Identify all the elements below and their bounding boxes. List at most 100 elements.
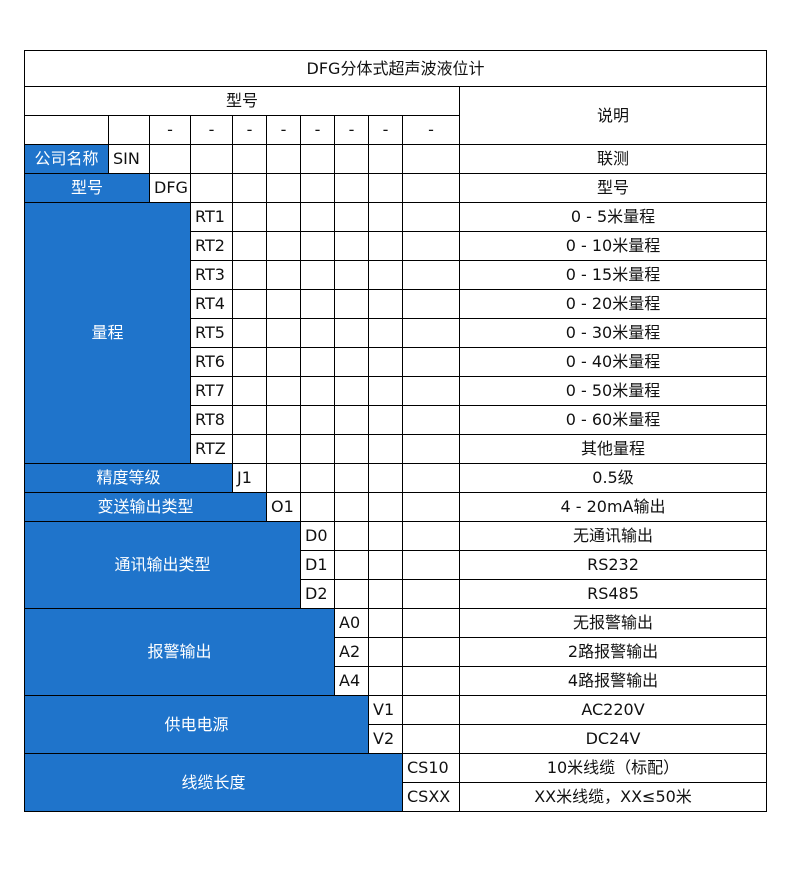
empty-cell [266,318,301,348]
empty-cell [368,579,403,609]
option-code: J1 [232,463,267,493]
option-description: XX米线缆，XX≤50米 [458,782,768,812]
empty-cell [368,260,403,290]
section-label: 通讯输出类型 [24,521,301,609]
option-row: 精度等级 J1 0.5级 [24,463,768,493]
empty-cell [402,405,460,435]
separator-dash: - [149,115,191,145]
separator-dash: - [232,115,267,145]
empty-cell [368,376,403,406]
option-code: RT2 [190,231,233,261]
separator-dash: - [368,115,403,145]
option-code: RT3 [190,260,233,290]
section-label: 量程 [24,202,191,464]
option-code: O1 [266,492,301,522]
empty-cell [300,405,335,435]
empty-cell [402,260,460,290]
option-description: 10米线缆（标配） [458,753,768,783]
empty-cell [402,231,460,261]
empty-cell [368,231,403,261]
empty-cell [232,144,267,174]
option-description: AC220V [458,695,768,725]
option-row: CSXX XX米线缆，XX≤50米 [25,782,768,812]
option-code: A2 [334,637,369,667]
option-description: DC24V [458,724,768,754]
option-row: 公司名称 SIN 联测 [24,144,768,174]
empty-cell [368,637,403,667]
separator-dash: - [266,115,301,145]
empty-cell [266,144,301,174]
option-row: A4 4路报警输出 [25,666,768,696]
empty-cell [368,550,403,580]
model-selection-table: DFG分体式超声波液位计 型号 说明 -------- 公司名称 SIN 联测 型号 D… [23,50,768,812]
empty-cell [232,347,267,377]
option-code: RT1 [190,202,233,232]
option-code: A0 [334,608,369,638]
option-code: D1 [300,550,335,580]
option-description: 4路报警输出 [458,666,768,696]
option-row: 型号 DFG 型号 [24,173,768,203]
empty-cell [334,318,369,348]
empty-cell [334,434,369,464]
empty-cell [300,202,335,232]
option-row: RT7 0 - 50米量程 [25,376,768,406]
empty-cell [402,289,460,319]
option-row: RT4 0 - 20米量程 [25,289,768,319]
option-description: 0 - 50米量程 [458,376,768,406]
empty-cell [266,173,301,203]
empty-cell [300,231,335,261]
section-label: 报警输出 [24,608,335,696]
empty-cell [334,550,369,580]
empty-cell [266,376,301,406]
option-description: 联测 [458,144,768,174]
option-description: 0 - 60米量程 [458,405,768,435]
empty-cell [190,173,233,203]
option-description: 无报警输出 [458,608,768,638]
empty-cell [402,202,460,232]
empty-cell [266,434,301,464]
option-code: D0 [300,521,335,551]
option-code: RT4 [190,289,233,319]
option-row: RT8 0 - 60米量程 [25,405,768,435]
option-code: RTZ [190,434,233,464]
empty-cell [190,144,233,174]
empty-cell [402,695,460,725]
option-code: CS10 [402,753,460,783]
option-row: 供电电源 V1 AC220V [24,695,768,754]
empty-cell [300,463,335,493]
empty-cell [334,347,369,377]
empty-cell [402,550,460,580]
empty-cell [334,579,369,609]
empty-cell [266,260,301,290]
option-code: A4 [334,666,369,696]
empty-cell [402,637,460,667]
empty-cell [402,144,460,174]
section-label: 供电电源 [24,695,369,754]
header-row: 型号 说明 [24,86,768,145]
model-header: 型号 [24,86,460,116]
empty-cell [300,289,335,319]
empty-cell [402,666,460,696]
empty-cell [368,405,403,435]
option-row: RT5 0 - 30米量程 [25,318,768,348]
section-label: 线缆长度 [24,753,403,812]
separator-dash: - [402,115,460,145]
option-description: 0 - 5米量程 [458,202,768,232]
option-code: D2 [300,579,335,609]
empty-cell [266,405,301,435]
empty-cell [334,405,369,435]
empty-cell [232,231,267,261]
section-label: 型号 [24,173,150,203]
empty-cell [232,260,267,290]
option-row: 变送输出类型 O1 4 - 20mA输出 [24,492,768,522]
option-code: CSXX [402,782,460,812]
option-description: 2路报警输出 [458,637,768,667]
empty-cell [232,405,267,435]
section-label: 精度等级 [24,463,233,493]
empty-cell [232,318,267,348]
empty-cell [300,434,335,464]
option-row: 量程 RT1 0 - 5米量程 [24,202,768,464]
option-description: 0 - 40米量程 [458,347,768,377]
option-code: RT7 [190,376,233,406]
empty-cell [300,173,335,203]
